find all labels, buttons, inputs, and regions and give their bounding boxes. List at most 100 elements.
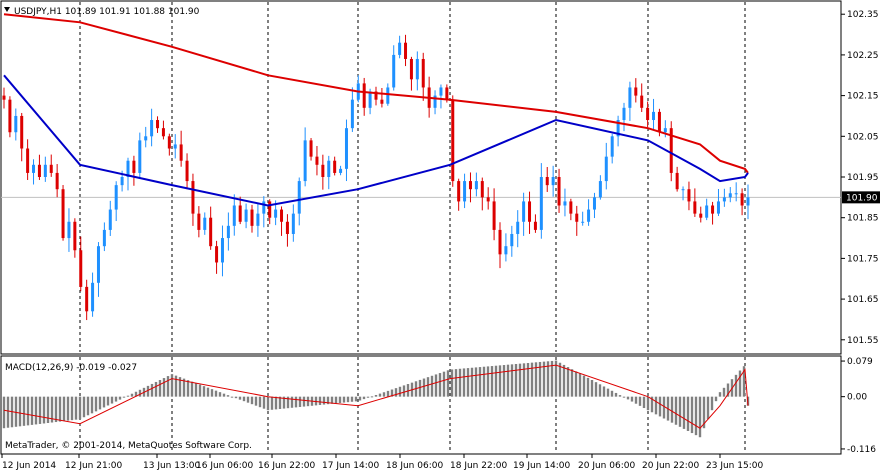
macd-bar	[586, 377, 590, 397]
candle	[616, 115, 620, 147]
candle	[108, 200, 112, 236]
candle	[415, 51, 419, 91]
candle-body	[209, 217, 213, 247]
macd-bar	[258, 396, 262, 408]
macd-bar	[254, 396, 258, 406]
candle	[256, 203, 260, 237]
candle-body	[291, 213, 295, 234]
macd-bar	[30, 396, 34, 425]
candle	[79, 236, 83, 292]
candle	[374, 86, 378, 106]
candle	[675, 166, 679, 192]
candle	[705, 198, 709, 221]
macd-bar	[74, 396, 78, 420]
current-price-tag: 101.90	[842, 191, 880, 204]
candle-body	[716, 201, 720, 214]
candle-body	[551, 177, 555, 186]
candle	[539, 163, 543, 239]
macd-bar	[450, 369, 454, 397]
candle-body	[380, 99, 384, 104]
macd-bar	[706, 396, 710, 420]
candle	[510, 225, 514, 257]
candle	[49, 154, 53, 177]
candle	[280, 206, 284, 236]
macd-bar	[238, 396, 242, 400]
macd-bar	[626, 396, 630, 400]
candle-body	[581, 221, 585, 223]
macd-bar	[290, 396, 294, 408]
candle-body	[592, 197, 596, 210]
candle-body	[191, 181, 195, 214]
candle	[575, 205, 579, 236]
candle-body	[528, 201, 532, 222]
candle-body	[315, 156, 319, 165]
candle	[628, 81, 632, 121]
candle-body	[238, 205, 242, 222]
candle-body	[120, 177, 124, 186]
candle-body	[61, 189, 65, 239]
candle	[468, 172, 472, 203]
candle-body	[362, 83, 366, 108]
candle	[398, 35, 402, 59]
candle	[740, 188, 744, 216]
candle	[598, 175, 602, 200]
candle	[161, 120, 165, 140]
macd-bar	[594, 382, 598, 397]
macd-bar	[350, 396, 354, 402]
macd-bar	[78, 396, 82, 420]
candle-body	[404, 42, 408, 59]
price-chart-pane[interactable]: USDJPY,H1 101.89 101.91 101.88 101.90	[0, 0, 842, 355]
macd-bar	[98, 396, 102, 410]
macd-indicator-pane[interactable]: MACD(12,26,9) -0.019 -0.027 MetaTrader, …	[0, 355, 842, 455]
macd-tick-label: 0.00	[847, 393, 867, 403]
macd-bar	[542, 361, 546, 397]
macd-bar	[734, 374, 738, 397]
candle	[55, 164, 59, 198]
candle-body	[557, 177, 561, 206]
candle	[563, 188, 567, 217]
candle-body	[67, 221, 71, 239]
candle-body	[20, 115, 24, 149]
price-tick-label: 102.15	[847, 92, 879, 102]
macd-bar	[354, 396, 358, 402]
macd-bar	[670, 396, 674, 423]
price-tick-label: 101.75	[847, 254, 879, 264]
candle-body	[374, 91, 378, 100]
macd-bar	[218, 392, 222, 397]
time-tick-label: 18 Jun 22:00	[450, 461, 507, 471]
candle-body	[392, 54, 396, 88]
macd-bar	[458, 368, 462, 397]
candle	[581, 211, 585, 226]
macd-bar	[18, 396, 22, 427]
candle-body	[79, 250, 83, 287]
macd-bar	[638, 396, 642, 406]
candle	[587, 199, 591, 226]
macd-bar	[338, 396, 342, 403]
macd-bar	[302, 396, 306, 407]
macd-bar	[242, 396, 246, 402]
time-tick-label: 20 Jun 22:00	[642, 461, 699, 471]
candle	[592, 192, 596, 219]
candle	[339, 165, 343, 176]
candle-body	[646, 107, 650, 121]
candle	[262, 196, 266, 228]
macd-bar	[386, 390, 390, 397]
candle-body	[73, 221, 77, 251]
macd-bar	[582, 375, 586, 397]
candle-series	[2, 34, 750, 321]
macd-bar	[222, 393, 226, 397]
candle	[185, 153, 189, 190]
candle	[67, 208, 71, 252]
candle-body	[49, 164, 53, 173]
dropdown-triangle-icon[interactable]	[4, 7, 10, 12]
macd-bar	[642, 396, 646, 409]
candle-body	[102, 229, 106, 247]
candle-body	[185, 160, 189, 182]
macd-bar	[650, 396, 654, 413]
candle	[439, 84, 443, 109]
candle	[96, 242, 100, 297]
macd-bar	[2, 396, 6, 429]
candle	[297, 177, 301, 226]
candle-body	[522, 201, 526, 222]
